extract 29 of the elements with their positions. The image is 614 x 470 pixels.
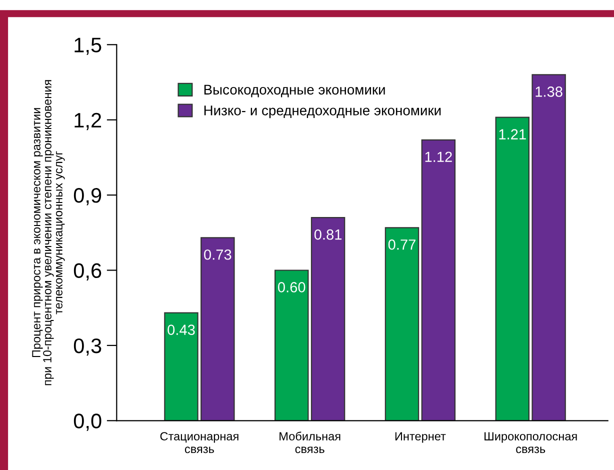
data-label: 1.21 [499,129,526,140]
data-label: 0.77 [388,239,416,250]
y-tick-label: 0,6 [74,263,102,280]
data-label: 0.73 [204,249,232,260]
data-label: 1.38 [536,86,562,97]
x-tick-label: Интернет [395,432,446,443]
data-label: 0.81 [314,229,342,240]
bar [310,217,346,421]
legend-label: Низко- и среднедоходные экономики [204,106,441,118]
data-label: 1.12 [425,152,452,162]
x-tick-label: Широкополосная связь [484,432,577,454]
bar [274,270,309,421]
data-label: 0.43 [168,324,195,335]
x-tick-label: Стационарная связь [160,432,238,454]
data-label: 0.60 [278,282,306,292]
y-tick-label: 1,5 [74,38,102,55]
bar [200,237,235,421]
y-tick-label: 0,9 [74,188,102,206]
legend-label: Высокодоходные экономики [204,84,385,98]
y-tick-label: 0,3 [74,338,102,356]
bar [495,116,530,421]
bar [532,74,566,421]
bar [384,227,420,421]
x-tick-label: Мобильная связь [280,432,340,454]
bar [164,312,198,421]
y-axis-title: Процент прироста в экономическом развитии при 10-процентном увеличении степени проникновения телекоммуникационных услуг [32,80,65,386]
y-tick-label: 0,0 [74,414,102,431]
bar [421,139,456,421]
y-tick-label: 1,2 [74,112,102,130]
